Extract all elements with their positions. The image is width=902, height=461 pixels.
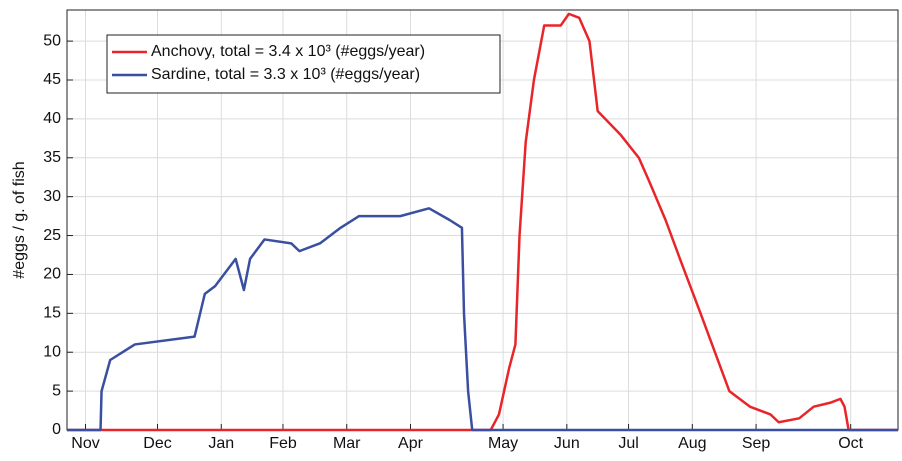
x-tick-label: Jan (208, 435, 234, 452)
series-line (67, 12, 898, 432)
y-tick-label: 5 (52, 382, 61, 399)
x-tick-label: Aug (678, 435, 706, 452)
x-tick-label: Sep (742, 435, 771, 452)
x-tick-label: May (488, 435, 518, 452)
x-tick-label: Apr (398, 435, 424, 452)
x-tick-label: Jun (554, 435, 580, 452)
legend-label: Sardine, total = 3.3 x 10³ (#eggs/year) (151, 66, 420, 83)
y-tick-label: 40 (43, 110, 61, 127)
legend-label: Anchovy, total = 3.4 x 10³ (#eggs/year) (151, 43, 425, 60)
x-tick-label: Nov (71, 435, 99, 452)
y-tick-label: 30 (43, 188, 61, 205)
x-tick-label: Jul (618, 435, 638, 452)
legend-box (106, 34, 501, 94)
y-tick-label: 10 (43, 343, 61, 360)
x-tick-label: Dec (143, 435, 171, 452)
series-line (67, 207, 898, 432)
y-axis-label: #eggs / g. of fish (11, 161, 28, 278)
x-tick-label: Oct (838, 435, 863, 452)
x-tick-label: Feb (269, 435, 297, 452)
y-tick-label: 15 (43, 305, 61, 322)
y-tick-label: 45 (43, 71, 61, 88)
y-tick-label: 50 (43, 32, 61, 49)
y-tick-label: 25 (43, 227, 61, 244)
y-tick-label: 0 (52, 421, 61, 438)
y-tick-label: 20 (43, 266, 61, 283)
x-tick-label: Mar (333, 435, 361, 452)
y-tick-label: 35 (43, 149, 61, 166)
